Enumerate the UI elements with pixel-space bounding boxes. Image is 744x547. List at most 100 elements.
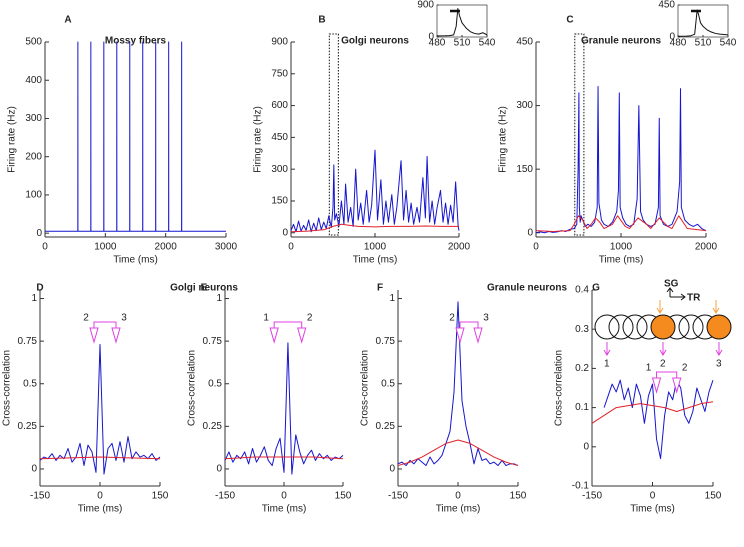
y-tick-label: 450 xyxy=(658,0,675,11)
x-tick-label: 0 xyxy=(281,491,287,502)
x-tick-label: 0 xyxy=(455,491,461,502)
y-tick-label: 0.4 xyxy=(575,285,589,296)
data-line xyxy=(45,41,226,232)
y-tick-label: 1 xyxy=(216,293,222,304)
electrode-marker xyxy=(672,377,682,394)
granule-row xyxy=(594,314,718,340)
site-arrow xyxy=(603,342,723,356)
panel: -0.1 0 0.1 0.2 0.3 0.4 -150 0 150 G Time (ms) Cross… xyxy=(554,283,722,515)
x-tick-label: 0 xyxy=(288,242,294,253)
data-line xyxy=(224,342,344,475)
x-tick-label: 1000 xyxy=(610,242,633,253)
electrode-marker xyxy=(455,327,465,344)
x-tick-label: 0 xyxy=(42,242,48,253)
x-tick-label: 1000 xyxy=(364,242,387,253)
y-tick-label: 0.75 xyxy=(376,336,396,347)
data-line xyxy=(397,439,519,467)
y-tick-label: 0.5 xyxy=(208,378,222,389)
y-tick-label: 0 xyxy=(389,464,395,475)
x-tick-label: 150 xyxy=(152,491,169,502)
data-line xyxy=(677,9,729,37)
panel: 0 0.25 0.5 0.75 1 -150 0 150 E Time (ms) Cross-cor… xyxy=(187,283,352,515)
y-tick-label: 100 xyxy=(25,190,42,201)
y-tick-label: 0.3 xyxy=(575,324,589,335)
panel: 0 900 480 510 540 xyxy=(417,0,495,49)
x-axis-label: Time (ms) xyxy=(78,504,123,515)
y-tick-label: 900 xyxy=(271,37,288,48)
x-tick-label: 150 xyxy=(335,491,352,502)
bracket-label: 3 xyxy=(121,313,127,324)
x-tick-label: 0 xyxy=(533,242,539,253)
inset-frame xyxy=(436,4,488,38)
data-line xyxy=(39,456,161,460)
data-line xyxy=(591,401,714,424)
electrode-marker xyxy=(651,377,662,394)
data-line xyxy=(290,149,460,233)
x-tick-label: -150 xyxy=(388,491,408,502)
y-tick-label: 750 xyxy=(271,68,288,79)
panel-label: C xyxy=(566,15,573,26)
y-tick-label: 0 xyxy=(36,228,42,239)
data-line xyxy=(535,86,707,234)
y-tick-label: 0 xyxy=(428,32,434,43)
bracket xyxy=(93,321,117,328)
y-axis-label: Cross-correlation xyxy=(2,350,13,426)
bracket xyxy=(656,371,678,378)
x-tick-label: 510 xyxy=(695,38,712,49)
y-tick-label: 450 xyxy=(516,37,533,48)
panel: 0 100 200 300 400 500 0 1000 2000 3000 Mossy fiber… xyxy=(7,15,238,266)
electrode-marker xyxy=(269,327,279,344)
y-axis-label: Cross-correlation xyxy=(360,350,371,426)
data-line xyxy=(436,8,488,37)
x-tick-label: 480 xyxy=(670,38,687,49)
x-tick-label: 540 xyxy=(720,38,737,49)
y-axis-label: Firing rate (Hz) xyxy=(498,106,509,173)
y-tick-label: 300 xyxy=(516,100,533,111)
panel-title: Mossy fibers xyxy=(105,36,167,47)
site-label: 1 xyxy=(604,359,610,370)
panel-label: E xyxy=(201,283,208,294)
y-tick-label: 0 xyxy=(282,227,288,238)
recorded-cell xyxy=(650,314,676,340)
recorded-cell xyxy=(706,314,732,340)
y-tick-label: 0 xyxy=(216,464,222,475)
bracket-label: 3 xyxy=(483,313,489,324)
x-tick-label: 0 xyxy=(650,491,656,502)
y-tick-label: 400 xyxy=(25,75,42,86)
y-tick-label: 0.2 xyxy=(575,363,589,374)
x-tick-label: -150 xyxy=(215,491,235,502)
x-tick-label: 510 xyxy=(454,38,471,49)
bracket xyxy=(459,321,479,328)
y-tick-label: 150 xyxy=(271,196,288,207)
x-axis-label: Time (ms) xyxy=(599,255,644,266)
group-title: Golgi neurons xyxy=(170,283,238,294)
y-tick-label: 0 xyxy=(669,32,675,43)
data-line xyxy=(535,215,707,232)
x-tick-label: 480 xyxy=(429,38,446,49)
y-tick-label: 600 xyxy=(271,100,288,111)
x-tick-label: 540 xyxy=(479,38,496,49)
bracket-label: 2 xyxy=(449,313,455,324)
y-tick-label: 1 xyxy=(31,293,37,304)
y-axis-label: Cross-correlation xyxy=(187,350,198,426)
x-tick-label: 150 xyxy=(510,491,527,502)
inset-frame xyxy=(677,4,729,38)
bracket-label: 2 xyxy=(307,313,313,324)
bracket-label: 2 xyxy=(83,313,89,324)
data-line xyxy=(603,379,714,460)
y-tick-label: 0.1 xyxy=(575,402,589,413)
y-tick-label: 0 xyxy=(31,464,37,475)
y-axis-label: Cross-correlation xyxy=(554,350,565,426)
zoom-window xyxy=(328,33,339,236)
x-axis-label: Time (ms) xyxy=(262,504,307,515)
y-tick-label: 0.25 xyxy=(203,421,223,432)
x-tick-label: -150 xyxy=(30,491,50,502)
panel-label: B xyxy=(318,15,325,26)
panel-label: G xyxy=(592,283,600,294)
panel: 0 150 300 450 600 750 900 0 1000 2000 Golgi neuron… xyxy=(253,15,471,266)
x-tick-label: 0 xyxy=(97,491,103,502)
y-tick-label: 1 xyxy=(389,293,395,304)
x-axis-label: Time (ms) xyxy=(630,504,675,515)
y-tick-label: 300 xyxy=(25,113,42,124)
